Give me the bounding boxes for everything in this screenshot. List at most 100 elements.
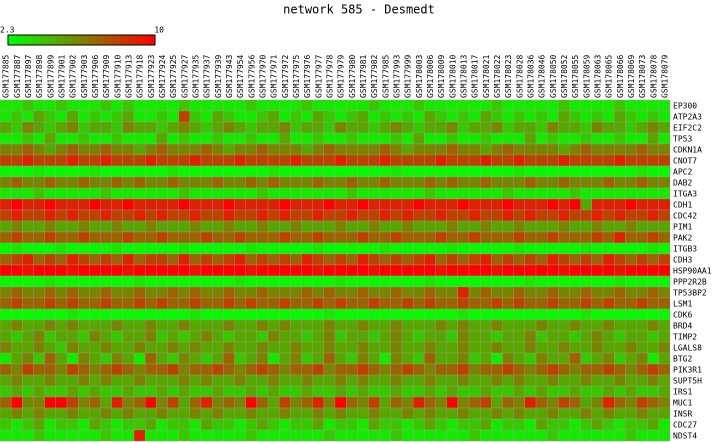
heatmap-cell (245, 286, 257, 299)
heatmap-cell (22, 308, 34, 321)
heatmap-cell (580, 187, 592, 200)
heatmap-cell (346, 264, 358, 277)
heatmap-cell (178, 418, 190, 431)
heatmap-cell (22, 132, 34, 145)
heatmap-cell (357, 418, 369, 431)
heatmap-cell (290, 231, 302, 244)
heatmap-cell (11, 396, 23, 409)
heatmap-cell (301, 352, 313, 365)
heatmap-cell (390, 187, 403, 200)
heatmap-cell (334, 297, 347, 310)
heatmap-cell (491, 396, 503, 409)
heatmap-cell (89, 396, 101, 409)
heatmap-cell (0, 407, 12, 420)
heatmap-cell (11, 374, 23, 387)
heatmap-cell (66, 187, 79, 200)
heatmap-cell (212, 253, 224, 266)
heatmap-cell (156, 319, 168, 332)
row-label: EP300 (673, 102, 697, 111)
heatmap-cell (100, 275, 112, 288)
heatmap-cell (435, 253, 447, 266)
heatmap-cell (234, 396, 246, 409)
heatmap-cell (156, 341, 168, 354)
heatmap-cell (446, 341, 458, 354)
heatmap-cell (0, 110, 12, 123)
heatmap-cell (346, 341, 358, 354)
heatmap-cell (535, 220, 548, 233)
heatmap-cell (614, 231, 626, 244)
heatmap-cell (301, 121, 313, 134)
heatmap-cell (33, 165, 45, 178)
heatmap-cell (89, 143, 101, 156)
heatmap-cell (33, 341, 45, 354)
scale-max-label: 10 (154, 26, 164, 35)
heatmap-cell (22, 330, 34, 343)
heatmap-cell (301, 253, 313, 266)
heatmap-cell (647, 308, 659, 321)
heatmap-cell (111, 121, 123, 134)
heatmap-cell (78, 154, 90, 167)
heatmap-cell (323, 187, 336, 200)
heatmap-cell (100, 231, 112, 244)
heatmap-cell (368, 341, 380, 354)
heatmap-cell (413, 363, 425, 376)
heatmap-cell (636, 352, 648, 365)
heatmap-cell (55, 308, 68, 321)
heatmap-cell (267, 363, 280, 376)
heatmap-cell (491, 407, 503, 420)
heatmap-cell (267, 154, 280, 167)
heatmap-cell (78, 264, 90, 277)
heatmap-cell (580, 407, 592, 420)
heatmap-cell (401, 396, 414, 409)
heatmap-cell (55, 396, 68, 409)
heatmap-cell (89, 308, 101, 321)
heatmap-cell (256, 110, 269, 123)
heatmap-cell (11, 154, 23, 167)
heatmap-cell (524, 165, 537, 178)
heatmap-cell (625, 429, 637, 442)
heatmap-cell (346, 396, 358, 409)
heatmap-cell (11, 220, 23, 233)
heatmap-cell (468, 374, 481, 387)
heatmap-cell (368, 286, 380, 299)
heatmap-cell (279, 154, 291, 167)
heatmap-cell (44, 429, 56, 442)
heatmap-cell (111, 154, 123, 167)
heatmap-cell (212, 99, 224, 112)
heatmap-cell (446, 242, 458, 255)
column-label: GSM178028 (515, 54, 524, 98)
heatmap-cell (435, 99, 447, 112)
heatmap-cell (323, 341, 336, 354)
heatmap-cell (636, 231, 648, 244)
heatmap-cell (424, 121, 436, 134)
row-label: PIK3R1 (673, 366, 702, 375)
heatmap-cell (468, 198, 481, 211)
heatmap-cell (647, 242, 659, 255)
heatmap-cell (413, 209, 425, 222)
heatmap-cell (602, 132, 615, 145)
heatmap-cell (156, 396, 168, 409)
heatmap-cell (424, 242, 436, 255)
heatmap-cell (212, 143, 224, 156)
heatmap-cell (200, 220, 213, 233)
heatmap-cell (502, 297, 514, 310)
heatmap-cell (491, 132, 503, 145)
heatmap-cell (535, 121, 548, 134)
heatmap-cell (100, 352, 112, 365)
heatmap-cell (11, 429, 23, 442)
heatmap-cell (200, 121, 213, 134)
heatmap-cell (312, 165, 324, 178)
heatmap-cell (435, 330, 447, 343)
heatmap-cell (301, 319, 313, 332)
heatmap-cell (189, 220, 202, 233)
heatmap-cell (111, 132, 123, 145)
heatmap-cell (66, 297, 79, 310)
heatmap-cell (491, 121, 503, 134)
heatmap-cell (78, 374, 90, 387)
heatmap-cell (524, 429, 537, 442)
heatmap-cell (78, 110, 90, 123)
heatmap-cell (413, 187, 425, 200)
heatmap-cell (580, 110, 592, 123)
heatmap-cell (390, 198, 403, 211)
heatmap-cell (279, 429, 291, 442)
